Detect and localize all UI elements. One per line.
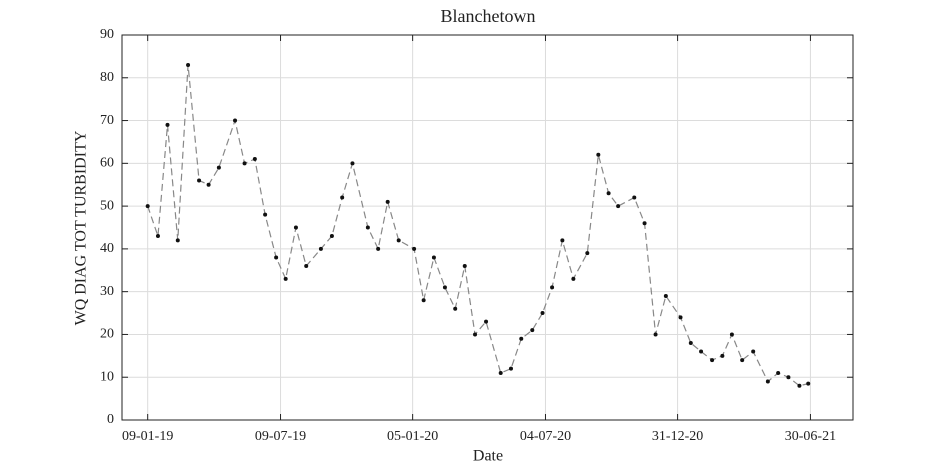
data-point [653,332,658,337]
data-point [585,251,590,256]
data-point [786,375,791,380]
series-line [147,64,809,387]
data-point [165,122,170,127]
data-point [498,370,503,375]
data-point [699,349,704,354]
x-tick-label: 05-01-20 [387,429,438,444]
data-point [596,152,601,157]
data-point [519,336,524,341]
data-point [678,315,683,320]
y-tick-label: 20 [100,327,114,342]
data-point [729,332,734,337]
data-point [606,191,611,196]
data-point [688,341,693,345]
x-tick-label: 31-12-20 [652,429,703,444]
y-tick-label: 70 [100,113,114,128]
data-point [365,225,370,230]
data-point [385,199,390,204]
data-point [421,298,426,303]
data-point [560,238,565,243]
x-tick-label: 30-06-21 [785,429,836,444]
data-point [431,255,436,260]
data-point [462,264,467,268]
data-point [350,161,355,166]
chart-title: Blanchetown [441,6,536,26]
y-tick-label: 80 [100,70,114,85]
data-point [396,238,401,243]
data-point [740,358,745,363]
data-point [318,246,323,251]
data-point [797,383,802,388]
data-point [776,370,781,375]
data-point [442,285,447,290]
y-tick-label: 40 [100,241,114,256]
data-point [145,204,150,209]
plot-frame [121,34,854,421]
data-point [453,306,458,311]
data-point [242,161,247,166]
y-axis-label: WQ DIAG TOT TURBIDITY [73,130,90,325]
x-tick-label: 09-07-19 [255,429,306,444]
x-tick-label: 09-01-19 [122,429,173,444]
y-tick-label: 10 [100,369,114,384]
data-point [197,178,202,183]
data-point [663,293,668,298]
data-point [293,225,298,230]
data-point [263,212,268,217]
y-tick-label: 60 [100,156,114,171]
data-point [216,165,221,170]
y-tick-label: 30 [100,284,114,299]
data-point [550,285,555,290]
data-point [484,319,489,324]
data-point [571,276,576,281]
data-point [186,62,191,67]
x-tick-label: 04-07-20 [520,429,571,444]
data-point [304,264,309,268]
data-point [765,379,770,384]
data-point [530,328,535,333]
data-point [540,311,545,316]
data-point [632,195,637,200]
data-point [283,276,288,281]
data-point [155,234,160,239]
data-point [616,204,621,209]
data-point [175,238,180,243]
data-point [642,221,647,226]
y-tick-label: 0 [107,412,114,427]
data-point [720,353,725,358]
data-point [340,195,345,200]
data-point [412,246,417,251]
data-point [508,366,513,371]
data-point [274,255,279,260]
data-point [376,246,381,251]
data-point [329,234,334,239]
y-tick-label: 90 [100,27,114,42]
data-point [206,182,211,187]
x-axis-label: Date [473,448,503,465]
data-point [710,358,715,363]
data-point [473,332,478,337]
y-tick-label: 50 [100,198,114,213]
data-point [252,157,257,162]
data-point [233,118,238,123]
data-point [751,349,756,354]
data-point [806,381,811,386]
